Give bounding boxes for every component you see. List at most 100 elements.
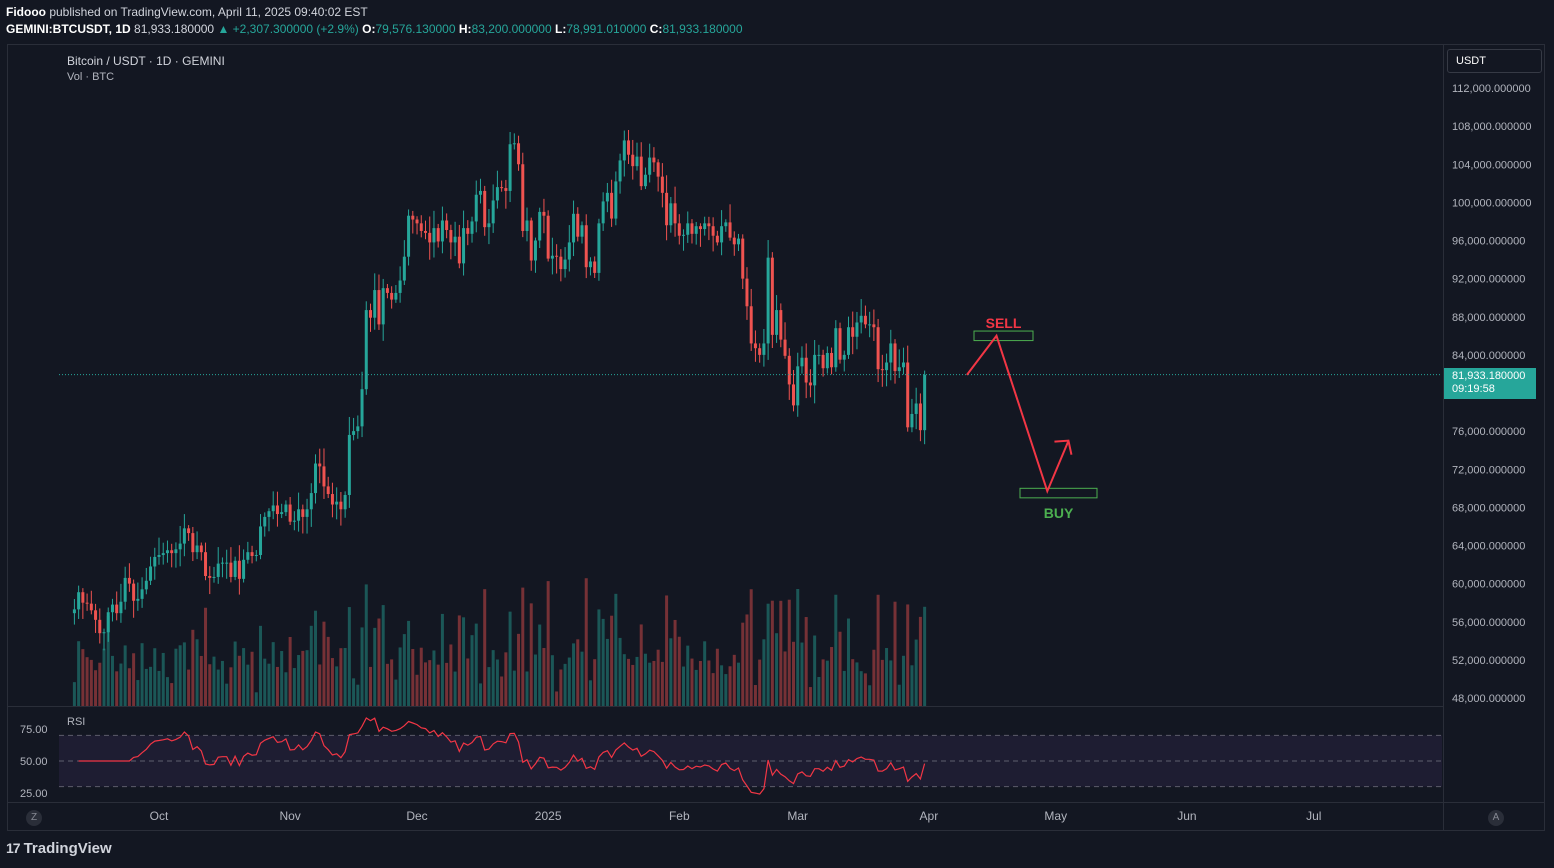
candle xyxy=(263,512,267,537)
pane-separator[interactable] xyxy=(8,706,1443,707)
symbol-label[interactable]: GEMINI:BTCUSDT, 1D xyxy=(6,22,131,36)
change-value: ▲ +2,307.300000 (+2.9%) xyxy=(217,22,359,36)
bar-countdown: 09:19:58 xyxy=(1452,383,1495,395)
sell-zone xyxy=(973,330,1034,342)
candle xyxy=(170,543,174,568)
candle-body xyxy=(254,555,258,557)
volume-bar xyxy=(369,666,372,706)
volume-bar xyxy=(796,588,800,706)
candle-body xyxy=(259,526,263,556)
candle-body xyxy=(242,559,246,579)
candle xyxy=(753,330,757,362)
volume-bar xyxy=(643,653,647,706)
volume-bar xyxy=(618,637,622,706)
volume-bar xyxy=(851,659,855,706)
candle xyxy=(153,547,157,580)
candle-body xyxy=(770,257,774,335)
candle-body xyxy=(635,156,639,167)
candle xyxy=(521,152,525,238)
candle xyxy=(842,350,846,372)
candle xyxy=(770,252,774,348)
candle-body xyxy=(745,278,749,307)
candle xyxy=(457,224,461,269)
candle-body xyxy=(918,403,922,431)
candle xyxy=(555,244,559,274)
candle-body xyxy=(504,188,508,191)
volume-bar xyxy=(474,623,478,706)
candle xyxy=(838,322,842,364)
volume-bar xyxy=(220,660,224,706)
zoom-reset-button[interactable]: Z xyxy=(26,810,42,826)
candle-body xyxy=(449,230,453,243)
volume-bar xyxy=(326,636,330,706)
candle-body xyxy=(732,237,736,245)
candle xyxy=(301,504,305,534)
candle-body xyxy=(94,610,98,620)
rsi-legend[interactable]: RSI xyxy=(67,716,86,728)
volume-bar xyxy=(580,651,584,706)
volume-bar xyxy=(381,605,385,706)
candle-body xyxy=(808,382,812,386)
candle-body xyxy=(846,327,850,355)
candle xyxy=(453,221,457,257)
candle-body xyxy=(385,288,389,293)
candle xyxy=(504,179,508,209)
author-name[interactable]: Fidooo xyxy=(6,5,46,19)
candle-body xyxy=(631,154,635,167)
volume-bar xyxy=(462,617,466,706)
candle xyxy=(855,311,859,350)
volume-bar xyxy=(639,624,643,706)
candle xyxy=(517,135,521,171)
candle xyxy=(618,153,622,194)
volume-bar xyxy=(512,670,516,706)
candle-body xyxy=(762,343,766,355)
volume-bar xyxy=(271,642,275,706)
auto-scale-button[interactable]: A xyxy=(1488,810,1504,826)
candle-body xyxy=(529,220,533,261)
candle xyxy=(775,295,779,343)
candle-body xyxy=(170,550,174,554)
candle xyxy=(254,550,258,562)
time-tick-label: Dec xyxy=(406,809,427,823)
volume-bar xyxy=(284,672,288,706)
volume-bar xyxy=(453,671,457,706)
volume-bar xyxy=(233,641,237,706)
candle-body xyxy=(741,238,745,279)
close-key: C: xyxy=(649,22,663,36)
candle-body xyxy=(753,343,757,349)
candle-body xyxy=(876,327,880,370)
candle xyxy=(288,497,292,525)
currency-selector[interactable]: USDT xyxy=(1447,49,1542,73)
volume-bar xyxy=(428,660,432,706)
candle-body xyxy=(521,164,525,231)
volume-bar xyxy=(720,665,724,706)
candle xyxy=(487,208,491,245)
candle xyxy=(762,329,766,367)
candle-body xyxy=(690,223,694,234)
candle-body xyxy=(292,520,296,522)
volume-bar xyxy=(588,680,592,706)
price-tick-label: 56,000.000000 xyxy=(1452,617,1525,629)
candle-body xyxy=(737,238,741,245)
candle-body xyxy=(648,157,652,175)
candle-body xyxy=(838,328,842,360)
candle-body xyxy=(462,228,466,264)
price-tick-label: 76,000.000000 xyxy=(1452,426,1525,438)
series-legend[interactable]: Bitcoin / USDT · 1D · GEMINI xyxy=(67,54,225,68)
volume-legend[interactable]: Vol · BTC xyxy=(67,71,115,83)
volume-bar xyxy=(136,680,140,706)
candle xyxy=(85,593,89,611)
candle xyxy=(462,210,466,276)
price-tick-label: 100,000.000000 xyxy=(1452,197,1532,209)
candle xyxy=(614,171,618,226)
candle xyxy=(449,224,453,260)
candle xyxy=(284,500,288,517)
candle xyxy=(191,526,195,562)
time-tick-label: Jul xyxy=(1306,809,1321,823)
candle-body xyxy=(419,223,423,231)
candle-body xyxy=(542,211,546,216)
candle-body xyxy=(89,603,93,611)
volume-bar xyxy=(567,657,571,706)
candle xyxy=(440,206,444,254)
